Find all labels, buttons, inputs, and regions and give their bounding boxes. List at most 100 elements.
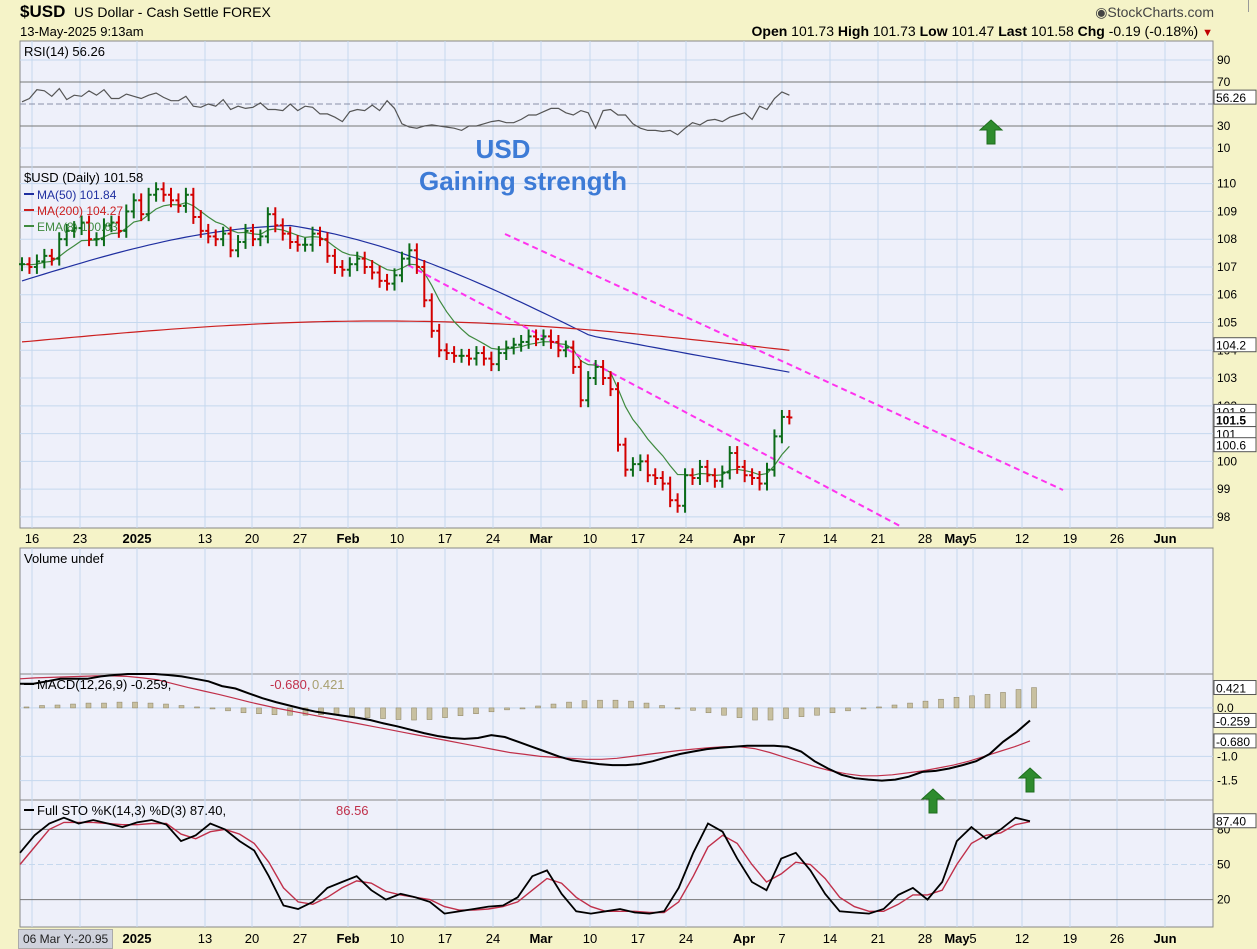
chg-value: -0.19 (-0.18%)	[1108, 23, 1199, 39]
x-tick-label: 28	[918, 531, 932, 546]
price-tick-label: 103	[1217, 371, 1237, 385]
x-tick-label: 19	[1063, 531, 1077, 546]
macd-hist-bar	[364, 707, 371, 718]
panel-vol	[19, 547, 1214, 675]
x-tick-label: Apr	[733, 531, 755, 546]
ema8-line	[21, 201, 790, 477]
macd-hist-bar	[550, 703, 557, 709]
macd-hist-bar	[70, 703, 76, 709]
open-value: 101.73	[791, 23, 834, 39]
macd-hist-bar	[411, 707, 417, 721]
macd-hist-bar	[132, 701, 138, 709]
x-tick-label: 27	[293, 531, 307, 546]
rsi-line	[21, 87, 790, 136]
x-tick-label: 7	[778, 531, 785, 546]
open-label: Open	[751, 23, 788, 39]
crosshair-readout: 06 Mar Y:-20.95	[18, 929, 114, 949]
x-tick-label-bottom: 26	[1110, 931, 1124, 946]
macd-hist-bar	[147, 702, 154, 709]
macd-hist-bar	[814, 707, 820, 716]
macd-hist-bar	[519, 707, 526, 710]
macd-hist-bar	[426, 707, 433, 720]
annotation-title: USD	[476, 134, 531, 164]
macd-hist-bar	[535, 705, 541, 709]
sto-value-tag	[1213, 813, 1257, 829]
price-tick-label: 109	[1217, 204, 1237, 218]
green-up-arrow-icon	[920, 788, 946, 814]
macd-hist-bar	[39, 705, 45, 709]
macd-signal-line	[19, 675, 1031, 777]
macd-hist-bar	[969, 695, 975, 709]
ma50-line	[21, 224, 790, 373]
last-label: Last	[998, 23, 1028, 39]
sto-legend-d: 86.56	[336, 803, 369, 818]
price-value-label: 104.2	[1216, 339, 1246, 353]
brand-text: StockCharts.com	[1107, 4, 1214, 20]
macd-hist-bar	[1015, 689, 1022, 709]
x-tick-label-bottom: 13	[198, 931, 212, 946]
x-tick-label-bottom: 12	[1015, 931, 1029, 946]
macd-legend: MACD(12,26,9) -0.259,	[37, 677, 171, 692]
price-value-label: 101.5	[1216, 414, 1246, 428]
x-tick-label-bottom: 24	[486, 931, 500, 946]
x-tick-label-bottom: Feb	[336, 931, 359, 946]
macd-hist-bar	[256, 707, 262, 714]
x-tick-label-bottom: 14	[823, 931, 837, 946]
macd-tick-label: -1.5	[1217, 774, 1238, 788]
macd-legend-signal: -0.680,	[270, 677, 310, 692]
x-tick-label: Jun	[1153, 531, 1176, 546]
x-tick-label: 17	[438, 531, 452, 546]
green-up-arrow-icon	[1017, 767, 1043, 793]
price-tick-label: 110	[1217, 177, 1236, 191]
macd-legend-hist: 0.421	[312, 677, 345, 692]
x-tick-label-bottom: 28	[918, 931, 932, 946]
macd-hist-bar	[442, 707, 448, 718]
macd-hist-bar	[643, 702, 650, 709]
copyright-icon: ◉	[1095, 4, 1108, 20]
macd-hist-bar	[178, 705, 185, 709]
rsi-value-label: 56.26	[1216, 91, 1246, 105]
macd-hist-bar	[798, 707, 805, 717]
macd-value-label: -0.680	[1216, 735, 1250, 749]
macd-hist-bar	[891, 704, 898, 709]
rsi-legend: RSI(14) 56.26	[24, 44, 105, 59]
resize-handle[interactable]	[1248, 0, 1257, 12]
macd-hist-bar	[209, 707, 216, 710]
macd-hist-bar	[783, 707, 789, 719]
brand-label[interactable]: ◉StockCharts.com	[1095, 4, 1214, 21]
x-tick-label-bottom: 21	[871, 931, 885, 946]
macd-value-label: -0.259	[1216, 714, 1250, 728]
rsi-tick-label: 90	[1217, 53, 1231, 67]
x-tick-label-bottom: 10	[583, 931, 597, 946]
x-tick-label: 10	[583, 531, 597, 546]
rsi-tick-label: 10	[1217, 141, 1231, 155]
x-tick-label-bottom: 5	[969, 931, 976, 946]
macd-hist-bar	[907, 702, 913, 709]
macd-tick-label: 0.0	[1217, 701, 1234, 715]
chg-label: Chg	[1077, 23, 1105, 39]
x-tick-label: 16	[25, 531, 39, 546]
macd-hist-bar	[705, 707, 712, 714]
x-tick-label: 17	[631, 531, 645, 546]
macd-hist-bar	[581, 700, 588, 709]
symbol-name: US Dollar - Cash Settle FOREX	[74, 4, 271, 20]
macd-hist-bar	[54, 704, 61, 709]
x-tick-label: 23	[73, 531, 87, 546]
macd-hist-bar	[659, 705, 665, 709]
channel-upper-line	[504, 233, 1064, 491]
sto-legend: Full STO %K(14,3) %D(3) 87.40,	[37, 803, 226, 818]
macd-hist-bar	[101, 702, 107, 709]
x-tick-label-bottom: Jun	[1153, 931, 1176, 946]
macd-value-tag	[1213, 680, 1257, 696]
macd-hist-bar	[612, 699, 619, 709]
macd-hist-bar	[752, 707, 758, 721]
price-legend-item: MA(50) 101.84	[37, 188, 117, 202]
chart-datetime: 13-May-2025 9:13am	[20, 24, 144, 39]
macd-hist-bar	[628, 700, 634, 709]
macd-value-tag	[1213, 733, 1257, 749]
macd-tick-label: -1.0	[1217, 749, 1238, 763]
green-up-arrow-icon	[978, 119, 1004, 145]
x-tick-label-bottom: 10	[390, 931, 404, 946]
macd-hist-bar	[116, 701, 123, 709]
